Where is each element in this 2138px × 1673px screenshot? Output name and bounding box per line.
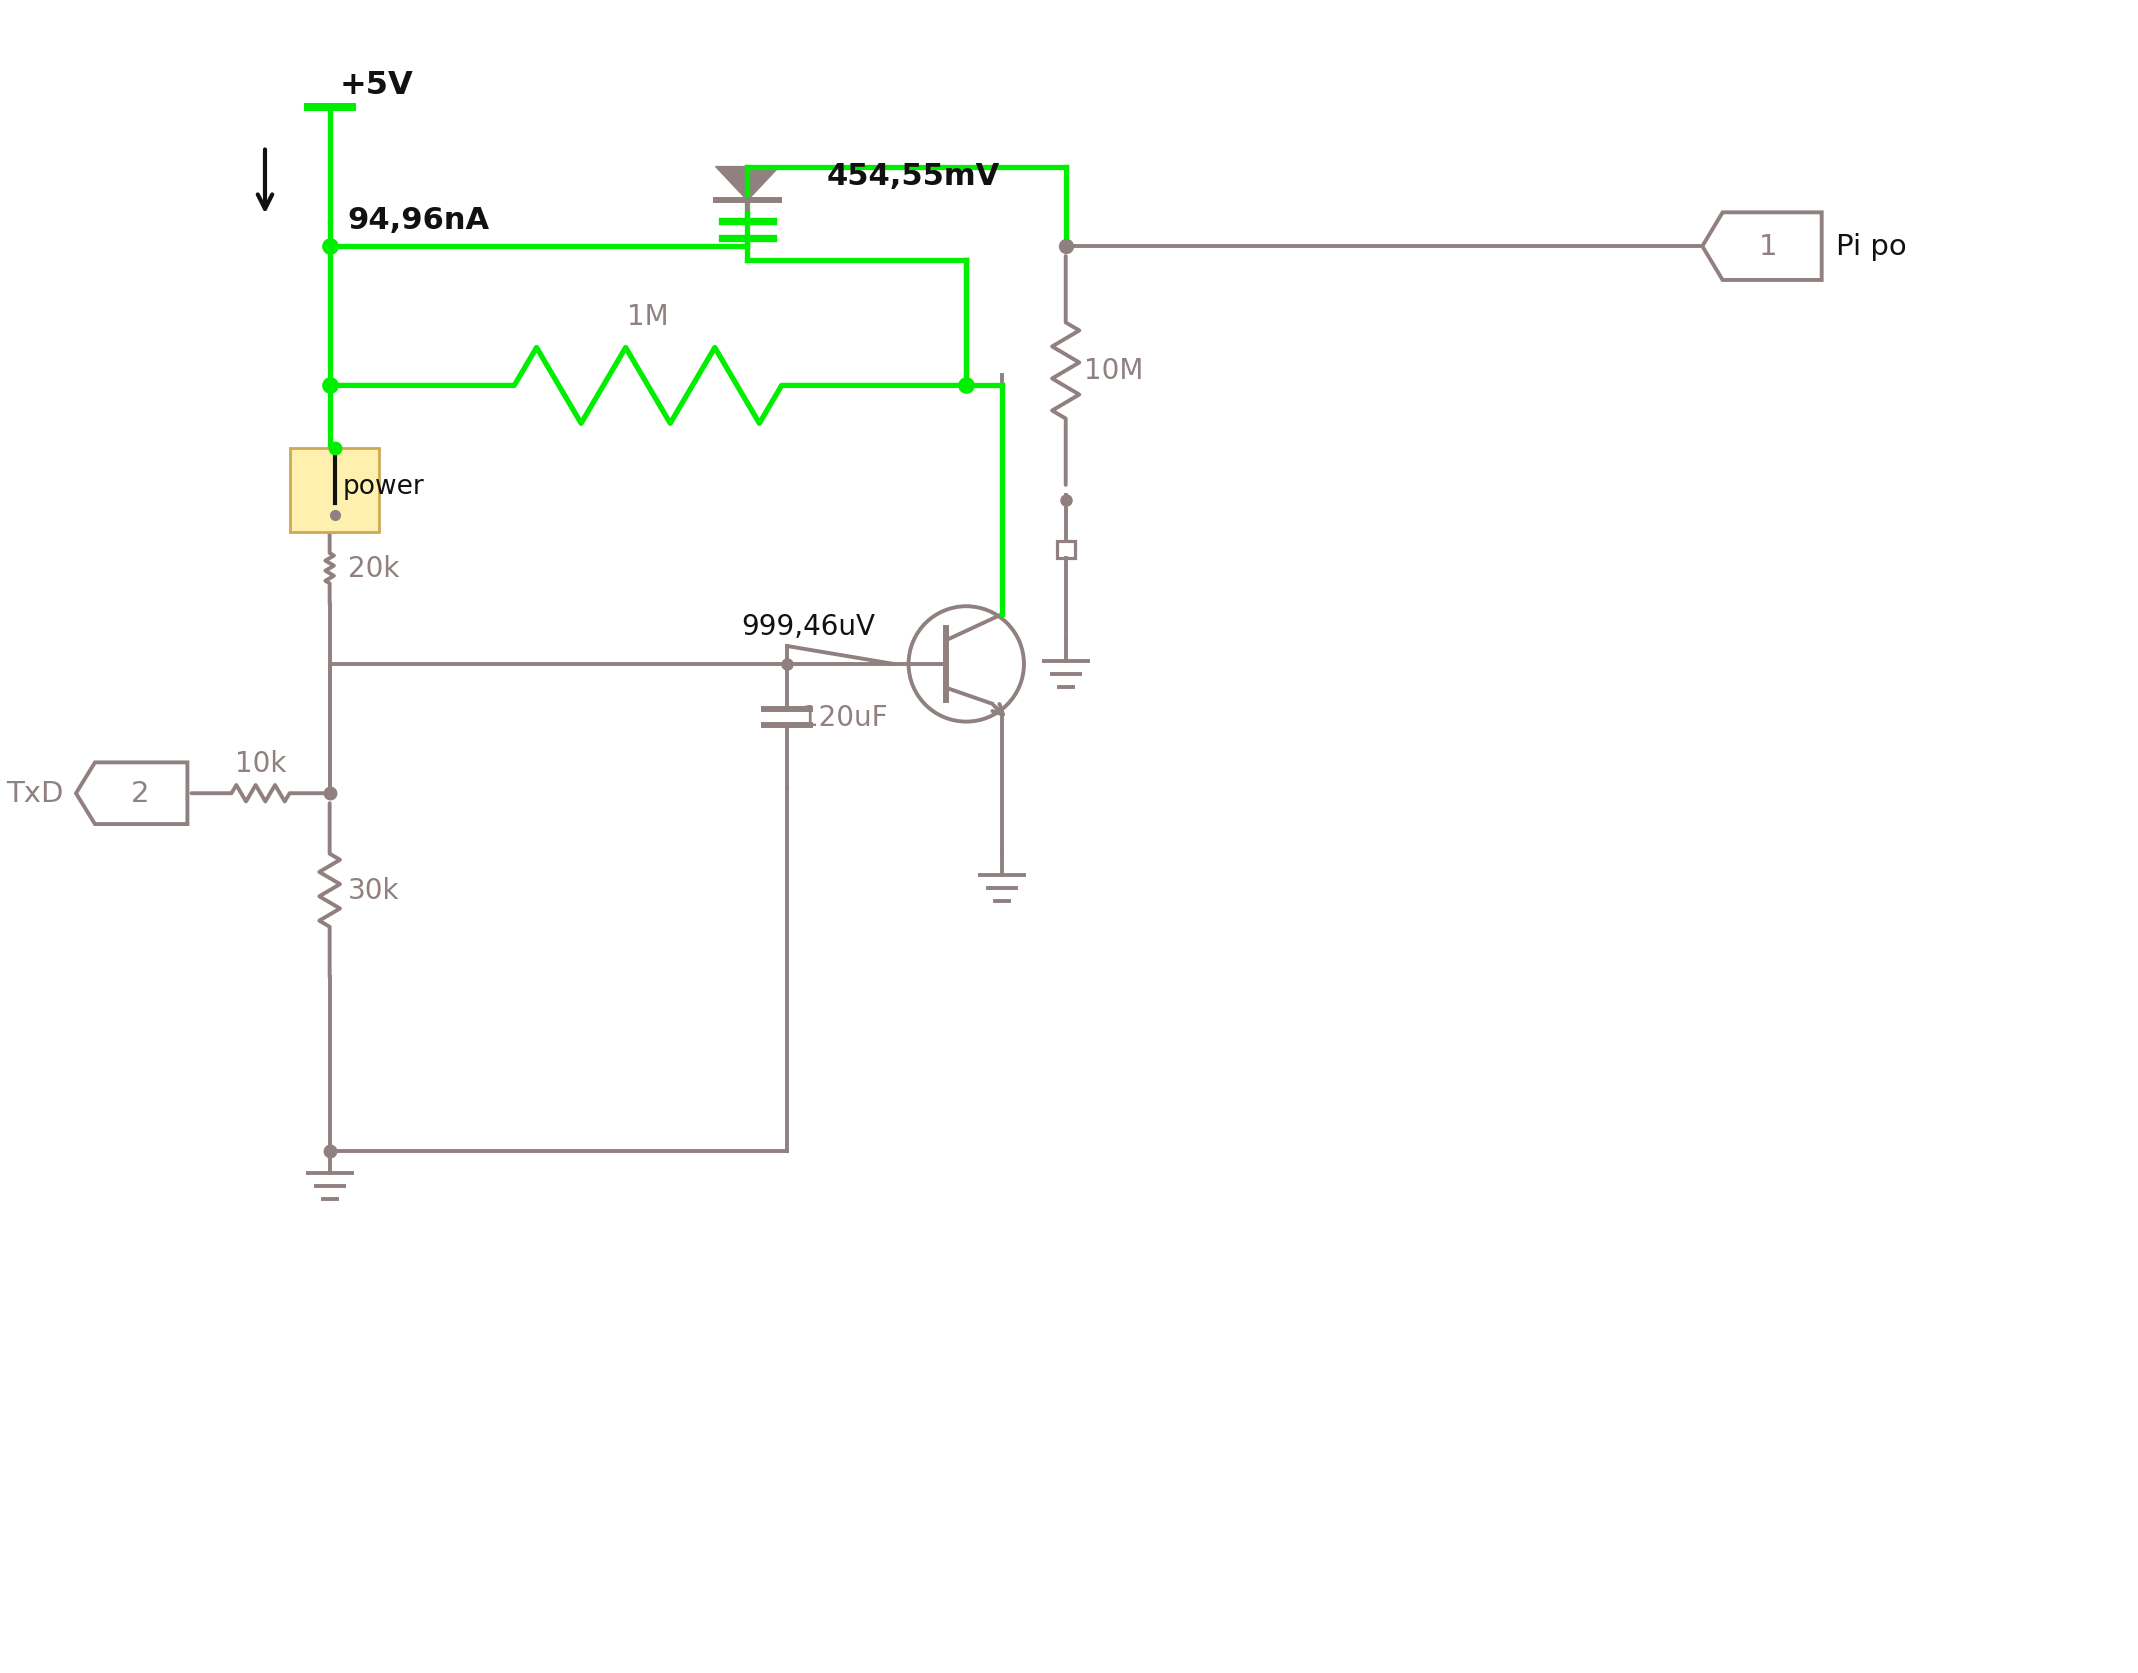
Text: 120uF: 120uF <box>802 704 887 731</box>
Text: 1M: 1M <box>626 303 669 331</box>
Text: 1: 1 <box>1760 233 1777 261</box>
Polygon shape <box>716 167 778 201</box>
Text: Pi po: Pi po <box>1837 233 1907 261</box>
Text: 20k: 20k <box>348 555 400 582</box>
Text: TxD: TxD <box>6 780 64 808</box>
Text: 10k: 10k <box>235 750 286 778</box>
Text: 454,55mV: 454,55mV <box>827 162 1001 191</box>
Bar <box>291 448 378 532</box>
Text: power: power <box>342 473 423 500</box>
Text: 10M: 10M <box>1084 358 1144 385</box>
Text: 30k: 30k <box>348 877 400 905</box>
Text: 94,96nA: 94,96nA <box>348 206 490 236</box>
Text: +5V: +5V <box>340 70 413 100</box>
Bar <box>1056 542 1075 559</box>
Text: 999,46uV: 999,46uV <box>742 612 877 641</box>
Text: 2: 2 <box>130 780 150 808</box>
